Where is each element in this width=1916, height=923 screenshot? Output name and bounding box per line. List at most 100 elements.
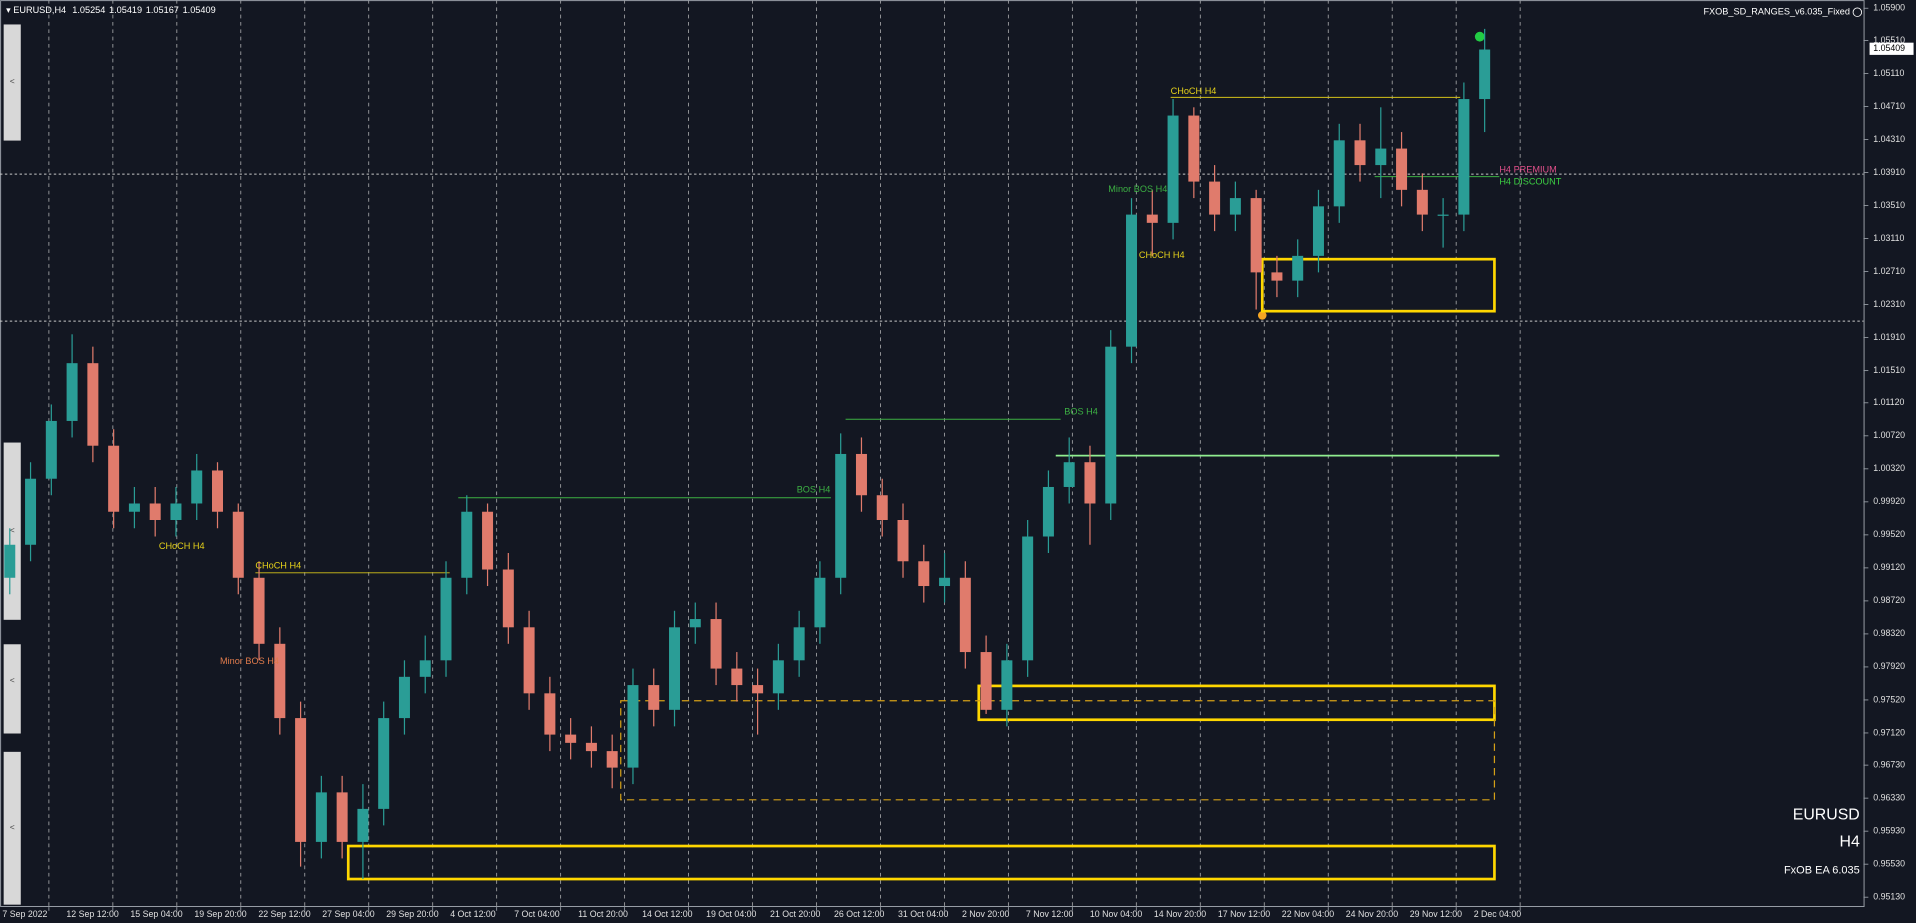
candle-body xyxy=(419,660,431,677)
y-tick-label: 0.97120 xyxy=(1873,727,1905,737)
candle-body xyxy=(357,808,369,842)
candle-body xyxy=(731,668,743,686)
candle-body xyxy=(1312,206,1324,256)
candle-body xyxy=(689,619,701,628)
side-button-icon: < xyxy=(10,822,15,832)
candle-body xyxy=(128,503,140,512)
x-tick-label: 2 Dec 04:00 xyxy=(1474,909,1522,919)
y-tick-label: 0.98320 xyxy=(1873,628,1905,638)
y-tick-label: 0.96330 xyxy=(1873,792,1905,802)
supply-demand-zone xyxy=(346,844,1496,881)
side-button[interactable] xyxy=(3,644,21,734)
annotation: H4 DISCOUNT xyxy=(1499,177,1561,187)
candle-body xyxy=(544,693,556,735)
y-tick-label: 1.05510 xyxy=(1873,35,1905,45)
candle-body xyxy=(1188,115,1200,182)
candle-body xyxy=(752,685,764,694)
candle-body xyxy=(1292,255,1304,281)
side-button-icon: < xyxy=(10,525,15,535)
y-tick-label: 0.99520 xyxy=(1873,529,1905,539)
y-tick-label: 1.03910 xyxy=(1873,167,1905,177)
candle-body xyxy=(336,792,348,842)
candle-body xyxy=(1146,214,1158,223)
candle-body xyxy=(191,470,203,504)
y-tick-label: 0.95530 xyxy=(1873,859,1905,869)
x-tick-label: 24 Nov 20:00 xyxy=(1346,909,1398,919)
y-tick-label: 0.99120 xyxy=(1873,562,1905,572)
x-tick-label: 19 Oct 04:00 xyxy=(706,909,756,919)
candle-body xyxy=(274,643,286,719)
bottom-marker xyxy=(1257,311,1267,320)
high: 1.05419 xyxy=(109,5,142,15)
annotation: BOS H4 xyxy=(797,485,831,495)
candle-body xyxy=(45,420,57,479)
side-button[interactable] xyxy=(3,751,21,905)
supply-demand-zone xyxy=(620,700,1496,801)
candle-body xyxy=(1042,486,1054,537)
candle-body xyxy=(939,577,951,587)
candle-body xyxy=(1105,346,1117,504)
grid xyxy=(48,0,1521,908)
y-tick-label: 0.97920 xyxy=(1873,661,1905,671)
candle-body xyxy=(1126,214,1138,347)
annotation: Minor BOS H4 xyxy=(1108,184,1167,194)
x-tick-label: 22 Nov 04:00 xyxy=(1282,909,1334,919)
candle-body xyxy=(1063,462,1075,487)
candle-body xyxy=(170,503,182,520)
candle-body xyxy=(108,445,120,512)
low: 1.05167 xyxy=(146,5,179,15)
candle-body xyxy=(710,619,722,669)
candle-body xyxy=(897,519,909,562)
menu-arrow[interactable]: ▾ xyxy=(6,5,13,15)
x-tick-label: 4 Oct 12:00 xyxy=(450,909,496,919)
y-tick-label: 1.04310 xyxy=(1873,134,1905,144)
candle-body xyxy=(482,511,494,570)
chart-header: ▾ EURUSD,H4 1.05254 1.05419 1.05167 1.05409 xyxy=(6,5,216,15)
candle-body xyxy=(918,561,930,587)
indicator-icon[interactable] xyxy=(1852,7,1863,17)
candle-body xyxy=(1333,140,1345,207)
candle-body xyxy=(835,453,847,578)
y-tick-label: 0.95930 xyxy=(1873,825,1905,835)
y-tick-label: 1.01510 xyxy=(1873,365,1905,375)
side-button[interactable] xyxy=(3,24,21,141)
candle-body xyxy=(461,511,473,578)
candle-body xyxy=(4,544,16,578)
x-tick-label: 14 Nov 20:00 xyxy=(1154,909,1206,919)
watermark-timeframe: H4 xyxy=(1839,833,1859,850)
candle-body xyxy=(149,503,161,520)
last-price-box xyxy=(1869,42,1914,55)
candle-body xyxy=(1416,189,1428,215)
candle-body xyxy=(980,652,992,710)
x-tick-label: 7 Nov 12:00 xyxy=(1026,909,1074,919)
x-tick-label: 7 Oct 04:00 xyxy=(514,909,560,919)
annotation: CHoCH H4 xyxy=(255,560,301,570)
candle-body xyxy=(585,742,597,752)
y-tick-label: 1.01120 xyxy=(1873,397,1904,407)
annotation: CHoCH H4 xyxy=(1139,250,1185,260)
y-tick-label: 0.96730 xyxy=(1873,759,1905,769)
candle-body xyxy=(378,718,390,809)
candle-body xyxy=(648,685,660,710)
y-tick-label: 1.05110 xyxy=(1873,68,1904,78)
candle-body xyxy=(1354,140,1366,166)
x-tick-label: 27 Sep 04:00 xyxy=(322,909,374,919)
candle-body xyxy=(1479,49,1491,100)
y-tick-label: 0.95130 xyxy=(1873,892,1905,902)
x-tick-label: 7 Sep 2022 xyxy=(2,909,47,919)
candle-body xyxy=(772,660,784,694)
candle-body xyxy=(1437,214,1449,216)
y-tick-label: 1.02710 xyxy=(1873,266,1905,276)
annotation: Minor BOS H4 xyxy=(220,656,279,666)
y-tick-label: 1.00320 xyxy=(1873,463,1905,473)
watermark-symbol: EURUSD xyxy=(1793,807,1860,824)
annotation: BOS H4 xyxy=(1064,406,1098,416)
candle-body xyxy=(1022,536,1034,661)
supply-demand-zone xyxy=(977,684,1496,722)
x-tick-label: 22 Sep 12:00 xyxy=(258,909,310,919)
x-tick-label: 31 Oct 04:00 xyxy=(898,909,948,919)
candle-body xyxy=(1229,198,1241,215)
